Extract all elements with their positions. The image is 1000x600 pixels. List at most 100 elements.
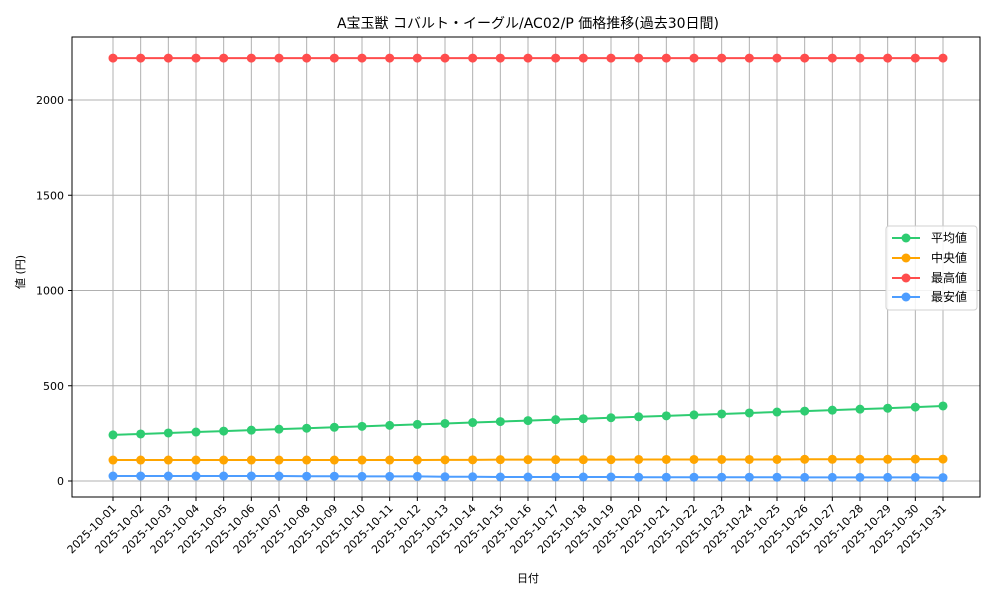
data-point — [827, 454, 837, 464]
data-point — [523, 53, 533, 63]
data-point — [468, 418, 478, 428]
series-line — [108, 53, 948, 63]
data-point — [468, 53, 478, 63]
legend: 平均値 中央値 最高値 最安値 — [885, 225, 978, 311]
data-point — [800, 472, 810, 482]
y-axis: 0 500 1000 1500 2000 — [36, 94, 72, 488]
data-point — [163, 53, 173, 63]
data-point — [689, 53, 699, 63]
y-tick-label: 1000 — [36, 285, 64, 298]
legend-label: 平均値 — [931, 230, 967, 245]
data-point — [661, 454, 671, 464]
data-point — [634, 454, 644, 464]
data-point — [108, 53, 118, 63]
data-point — [163, 428, 173, 438]
series-line — [108, 454, 948, 465]
data-point — [246, 53, 256, 63]
data-point — [634, 53, 644, 63]
data-point — [440, 455, 450, 465]
data-point — [302, 455, 312, 465]
data-point — [136, 429, 146, 439]
data-point — [329, 53, 339, 63]
data-point — [440, 418, 450, 428]
data-point — [274, 424, 284, 434]
data-point — [329, 422, 339, 432]
data-point — [163, 455, 173, 465]
data-point — [717, 53, 727, 63]
data-point — [910, 472, 920, 482]
data-point — [800, 454, 810, 464]
data-point — [938, 454, 948, 464]
data-point — [606, 413, 616, 423]
data-point — [634, 472, 644, 482]
data-point — [689, 472, 699, 482]
data-point — [744, 53, 754, 63]
legend-marker-icon — [901, 253, 911, 263]
plot-frame — [71, 36, 981, 498]
data-point — [385, 420, 395, 430]
data-point — [246, 425, 256, 435]
data-point — [523, 455, 533, 465]
data-point — [772, 53, 782, 63]
data-point — [274, 471, 284, 481]
legend-label: 最高値 — [931, 270, 967, 285]
data-point — [385, 53, 395, 63]
data-point — [302, 423, 312, 433]
x-axis: 2025-10-012025-10-022025-10-032025-10-04… — [65, 497, 949, 556]
data-point — [329, 471, 339, 481]
data-point — [938, 401, 948, 411]
data-point — [551, 472, 561, 482]
legend-item-min: 最安値 — [892, 289, 967, 304]
data-point — [883, 403, 893, 413]
data-point — [302, 53, 312, 63]
legend-label: 中央値 — [931, 250, 967, 265]
y-tick-label: 1500 — [36, 189, 64, 202]
data-point — [938, 473, 948, 483]
data-point — [855, 454, 865, 464]
data-point — [163, 471, 173, 481]
y-tick-label: 2000 — [36, 94, 64, 107]
data-point — [800, 406, 810, 416]
data-point — [219, 455, 229, 465]
data-point — [385, 471, 395, 481]
data-point — [744, 472, 754, 482]
data-point — [689, 454, 699, 464]
data-point — [883, 53, 893, 63]
data-point — [910, 53, 920, 63]
data-point — [661, 53, 671, 63]
data-point — [800, 53, 810, 63]
legend-item-median: 中央値 — [892, 250, 967, 265]
series-line — [108, 401, 948, 440]
data-point — [578, 53, 588, 63]
data-point — [302, 471, 312, 481]
data-point — [606, 472, 616, 482]
data-point — [468, 472, 478, 482]
data-point — [108, 430, 118, 440]
data-point — [136, 471, 146, 481]
data-point — [772, 407, 782, 417]
data-point — [412, 419, 422, 429]
data-point — [495, 53, 505, 63]
data-point — [938, 53, 948, 63]
data-point — [219, 426, 229, 436]
data-point — [827, 405, 837, 415]
data-point — [412, 455, 422, 465]
data-point — [661, 411, 671, 421]
data-point — [523, 472, 533, 482]
data-point — [606, 455, 616, 465]
data-point — [191, 53, 201, 63]
series-line — [108, 471, 948, 483]
data-point — [108, 471, 118, 481]
data-point — [578, 455, 588, 465]
legend-item-max: 最高値 — [892, 270, 967, 285]
data-point — [717, 454, 727, 464]
data-point — [357, 53, 367, 63]
legend-box — [885, 225, 978, 311]
data-point — [523, 416, 533, 426]
data-point — [551, 455, 561, 465]
data-point — [219, 471, 229, 481]
grid-lines — [72, 37, 980, 497]
data-point — [412, 471, 422, 481]
data-point — [606, 53, 616, 63]
data-point — [827, 472, 837, 482]
